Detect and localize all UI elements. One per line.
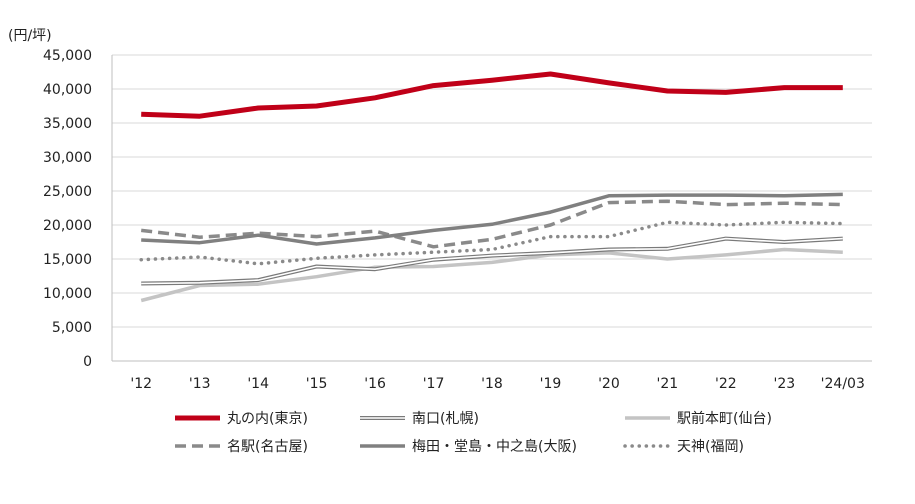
y-tick-label: 40,000 — [43, 82, 92, 98]
x-tick-label: '22 — [715, 376, 737, 392]
y-axis: 0 5,000 10,000 15,000 20,000 25,000 30,000 35,0… — [43, 48, 92, 370]
x-tick-label: '14 — [247, 376, 269, 392]
legend-entry: 梅田・堂島・中之島(大阪) — [360, 439, 577, 455]
y-tick-label: 0 — [83, 354, 92, 370]
unit-label: (円/坪) — [8, 28, 52, 44]
y-tick-label: 35,000 — [43, 116, 92, 132]
plot-area — [139, 71, 845, 303]
x-tick-label: '16 — [364, 376, 386, 392]
x-tick-label: '21 — [657, 376, 679, 392]
series-line-4 — [141, 192, 843, 246]
x-tick-label: '20 — [598, 376, 620, 392]
legend: 丸の内(東京) 南口(札幌) 駅前本町(仙台) 名駅(名古屋) 梅田・堂島・中之島(大阪… — [175, 410, 772, 455]
series-line-5 — [139, 220, 845, 266]
legend-label: 梅田・堂島・中之島(大阪) — [412, 439, 577, 455]
legend-entry: 丸の内(東京) — [175, 411, 308, 427]
legend-entry: 駅前本町(仙台) — [625, 410, 772, 427]
y-tick-label: 10,000 — [43, 286, 92, 302]
y-tick-label: 45,000 — [43, 48, 92, 64]
y-tick-label: 15,000 — [43, 252, 92, 268]
x-tick-label: '13 — [189, 376, 211, 392]
y-tick-label: 5,000 — [52, 320, 92, 336]
y-tick-label: 25,000 — [43, 184, 92, 200]
x-tick-label: '17 — [423, 376, 445, 392]
legend-label: 駅前本町(仙台) — [677, 410, 772, 427]
y-tick-label: 30,000 — [43, 150, 92, 166]
x-axis: '12 '13 '14 '15 '16 '17 '18 '19 '20 '21 '22 '23 '24/… — [130, 376, 864, 392]
legend-entry: 南口(札幌) — [360, 411, 479, 427]
x-tick-label: '24/03 — [821, 376, 865, 392]
legend-label: 南口(札幌) — [412, 411, 479, 427]
series-line-0 — [141, 71, 843, 119]
series-line-1-inner — [141, 237, 843, 285]
x-tick-label: '19 — [540, 376, 562, 392]
x-tick-label: '23 — [773, 376, 795, 392]
x-tick-label: '15 — [306, 376, 328, 392]
legend-entry: 名駅(名古屋) — [175, 439, 308, 455]
legend-label: 名駅(名古屋) — [227, 439, 308, 455]
legend-label: 天神(福岡) — [677, 439, 744, 455]
grid-lines — [111, 54, 872, 362]
x-tick-label: '18 — [481, 376, 503, 392]
y-tick-label: 20,000 — [43, 218, 92, 234]
legend-entry: 天神(福岡) — [623, 439, 744, 455]
x-tick-label: '12 — [130, 376, 152, 392]
series-line-2 — [140, 247, 843, 303]
legend-label: 丸の内(東京) — [227, 411, 308, 427]
